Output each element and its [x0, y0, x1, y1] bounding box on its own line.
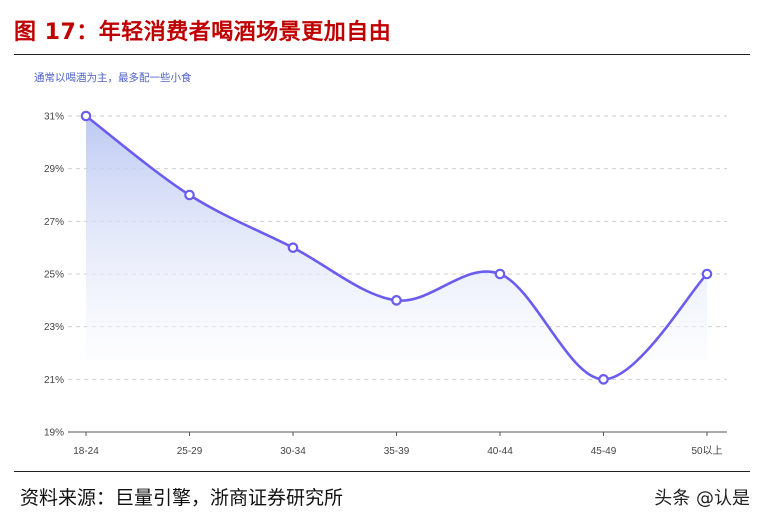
marker-layer — [80, 110, 713, 385]
data-point — [80, 110, 92, 122]
area-layer — [86, 116, 707, 380]
data-point — [287, 242, 299, 253]
series-area — [86, 116, 707, 380]
chart-subtitle: 通常以喝酒为主，最多配一些小食 — [34, 71, 192, 84]
source-note: 资料来源：巨量引擎，浙商证券研究所 — [20, 487, 344, 509]
y-tick-label: 27% — [44, 217, 64, 228]
x-tick-label: 45-49 — [591, 446, 617, 457]
x-tick-label: 25-29 — [177, 446, 203, 457]
data-point — [701, 268, 713, 280]
x-tick-label: 18-24 — [73, 446, 99, 457]
data-point — [494, 268, 506, 280]
y-tick-label: 21% — [44, 375, 64, 386]
watermark: 头条 @认是 — [654, 488, 750, 509]
data-point — [598, 374, 609, 385]
line-chart: 通常以喝酒为主，最多配一些小食 19% 21% 23% 25% 27% 29% 31% 18-… — [34, 71, 727, 458]
title-rule — [14, 54, 750, 55]
source-rule — [14, 471, 750, 472]
y-tick-label: 25% — [44, 270, 64, 281]
data-point — [391, 295, 402, 306]
data-point — [184, 189, 195, 201]
y-tick-label: 23% — [44, 322, 64, 333]
y-tick-label: 29% — [44, 164, 64, 175]
y-tick-label: 31% — [44, 112, 64, 123]
axis-layer — [68, 431, 727, 436]
label-layer: 19% 21% 23% 25% 27% 29% 31% 18-24 25-29 30-34 35-3… — [44, 112, 723, 458]
x-tick-label: 30-34 — [280, 446, 306, 457]
y-tick-label: 19% — [44, 428, 64, 439]
x-tick-label: 40-44 — [487, 446, 513, 457]
page-title: 图 17：年轻消费者喝酒场景更加自由 — [14, 20, 392, 45]
x-tick-label: 35-39 — [384, 446, 410, 457]
x-tick-label: 50以上 — [691, 445, 722, 457]
